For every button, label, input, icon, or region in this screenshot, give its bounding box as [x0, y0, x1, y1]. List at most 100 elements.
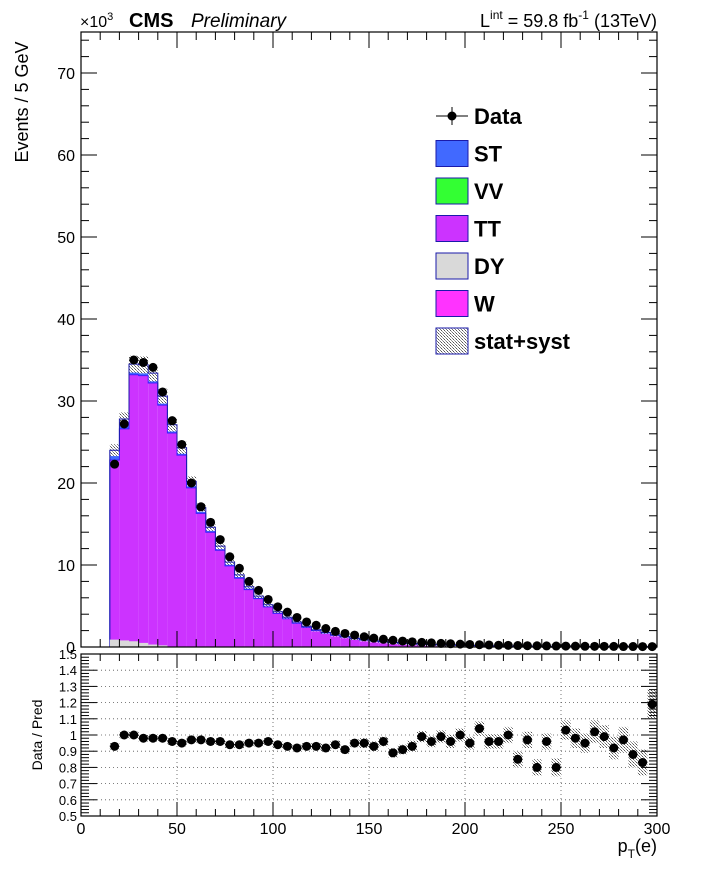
data-point: [417, 637, 427, 647]
legend-label: VV: [474, 179, 504, 204]
legend-swatch-st: [435, 140, 469, 167]
ratio-point: [359, 738, 369, 748]
ratio-point: [350, 738, 360, 748]
data-point: [436, 638, 446, 648]
data-point: [167, 416, 177, 426]
data-point: [254, 585, 264, 595]
data-point: [513, 641, 523, 651]
ratio-point: [628, 749, 638, 759]
tt-bar: [225, 565, 235, 647]
tt-bar: [321, 633, 331, 647]
tt-bar: [311, 630, 321, 647]
ratio-point: [455, 730, 465, 740]
data-point: [446, 639, 456, 649]
ratio-y-tick-label: 1.3: [59, 679, 77, 694]
top-y-tick-label: 70: [57, 66, 75, 83]
ratio-point: [484, 736, 494, 746]
tt-bar: [349, 638, 360, 647]
tt-bar: [138, 375, 149, 647]
legend-swatch-dy: [435, 252, 469, 280]
data-point: [570, 641, 580, 651]
data-point: [359, 632, 369, 642]
data-point: [474, 640, 484, 650]
ratio-point: [119, 730, 129, 740]
data-point: [215, 535, 225, 545]
tt-bar: [119, 428, 129, 647]
ratio-point: [129, 730, 139, 740]
data-point: [282, 607, 292, 617]
data-point: [503, 640, 513, 650]
top-y-tick-label: 60: [57, 148, 75, 165]
ratio-point: [474, 724, 484, 734]
data-point: [244, 576, 254, 586]
top-y-tick-label: 10: [57, 558, 75, 575]
data-point: [369, 633, 379, 643]
legend-label: Data: [474, 104, 522, 129]
legend-label: W: [474, 292, 495, 317]
tt-bar: [253, 598, 264, 647]
top-y-tick-label: 20: [57, 476, 75, 493]
legend-swatch-syst: [435, 327, 469, 355]
x-tick-label: 300: [644, 821, 671, 838]
legend-label: ST: [474, 142, 503, 167]
tt-bar: [167, 432, 177, 647]
data-point: [350, 630, 360, 640]
data-point: [148, 362, 158, 372]
top-y-axis-title: Events / 5 GeV: [12, 41, 32, 162]
dy-bar: [129, 641, 139, 647]
ratio-point: [369, 741, 379, 751]
ratio-point: [446, 736, 456, 746]
legend-label: stat+syst: [474, 329, 571, 354]
data-point: [599, 641, 609, 651]
data-point: [119, 419, 129, 429]
experiment-label: CMS: [129, 10, 173, 32]
data-point: [311, 620, 321, 630]
ratio-point: [292, 743, 302, 753]
dy-bar: [109, 639, 120, 647]
tt-bar: [378, 641, 389, 647]
tt-bar: [177, 455, 187, 647]
ratio-point: [273, 740, 283, 750]
bottom-y-axis-title: Data / Pred: [29, 700, 45, 771]
ratio-point: [494, 736, 504, 746]
data-point: [551, 641, 561, 651]
tt-bar: [340, 637, 350, 647]
data-point: [302, 617, 312, 627]
tt-bar: [109, 460, 120, 647]
ratio-y-tick-label: 1.5: [59, 647, 77, 662]
tt-bar: [301, 627, 312, 647]
data-point: [494, 640, 504, 650]
data-point: [340, 628, 350, 638]
tt-bar: [196, 513, 206, 647]
ratio-point: [407, 741, 417, 751]
ratio-point: [465, 738, 475, 748]
ratio-point: [244, 738, 254, 748]
ratio-y-tick-label: 1.1: [59, 712, 77, 727]
ratio-point: [282, 741, 292, 751]
tt-bar: [388, 642, 398, 647]
x-axis-title: pT(e): [618, 836, 657, 861]
legend-label: DY: [474, 254, 505, 279]
tt-bar: [359, 640, 369, 647]
ratio-point: [177, 738, 187, 748]
ratio-point: [513, 754, 523, 764]
data-point: [186, 478, 196, 488]
data-point: [225, 552, 235, 562]
ratio-point: [263, 736, 273, 746]
x-tick-label: 0: [77, 821, 86, 838]
data-point: [110, 459, 120, 469]
ratio-y-tick-label: 1.4: [59, 663, 77, 678]
ratio-point: [426, 736, 436, 746]
ratio-point: [638, 758, 648, 768]
data-point: [196, 502, 206, 512]
exponent-label: ×103: [80, 11, 113, 31]
ratio-point: [580, 738, 590, 748]
data-point: [138, 357, 148, 367]
top-y-tick-label: 0: [66, 640, 75, 657]
ratio-point: [340, 745, 350, 755]
ratio-y-tick-label: 0.5: [59, 809, 77, 824]
ratio-point: [110, 741, 120, 751]
ratio-point: [388, 748, 398, 758]
data-point: [273, 602, 283, 612]
